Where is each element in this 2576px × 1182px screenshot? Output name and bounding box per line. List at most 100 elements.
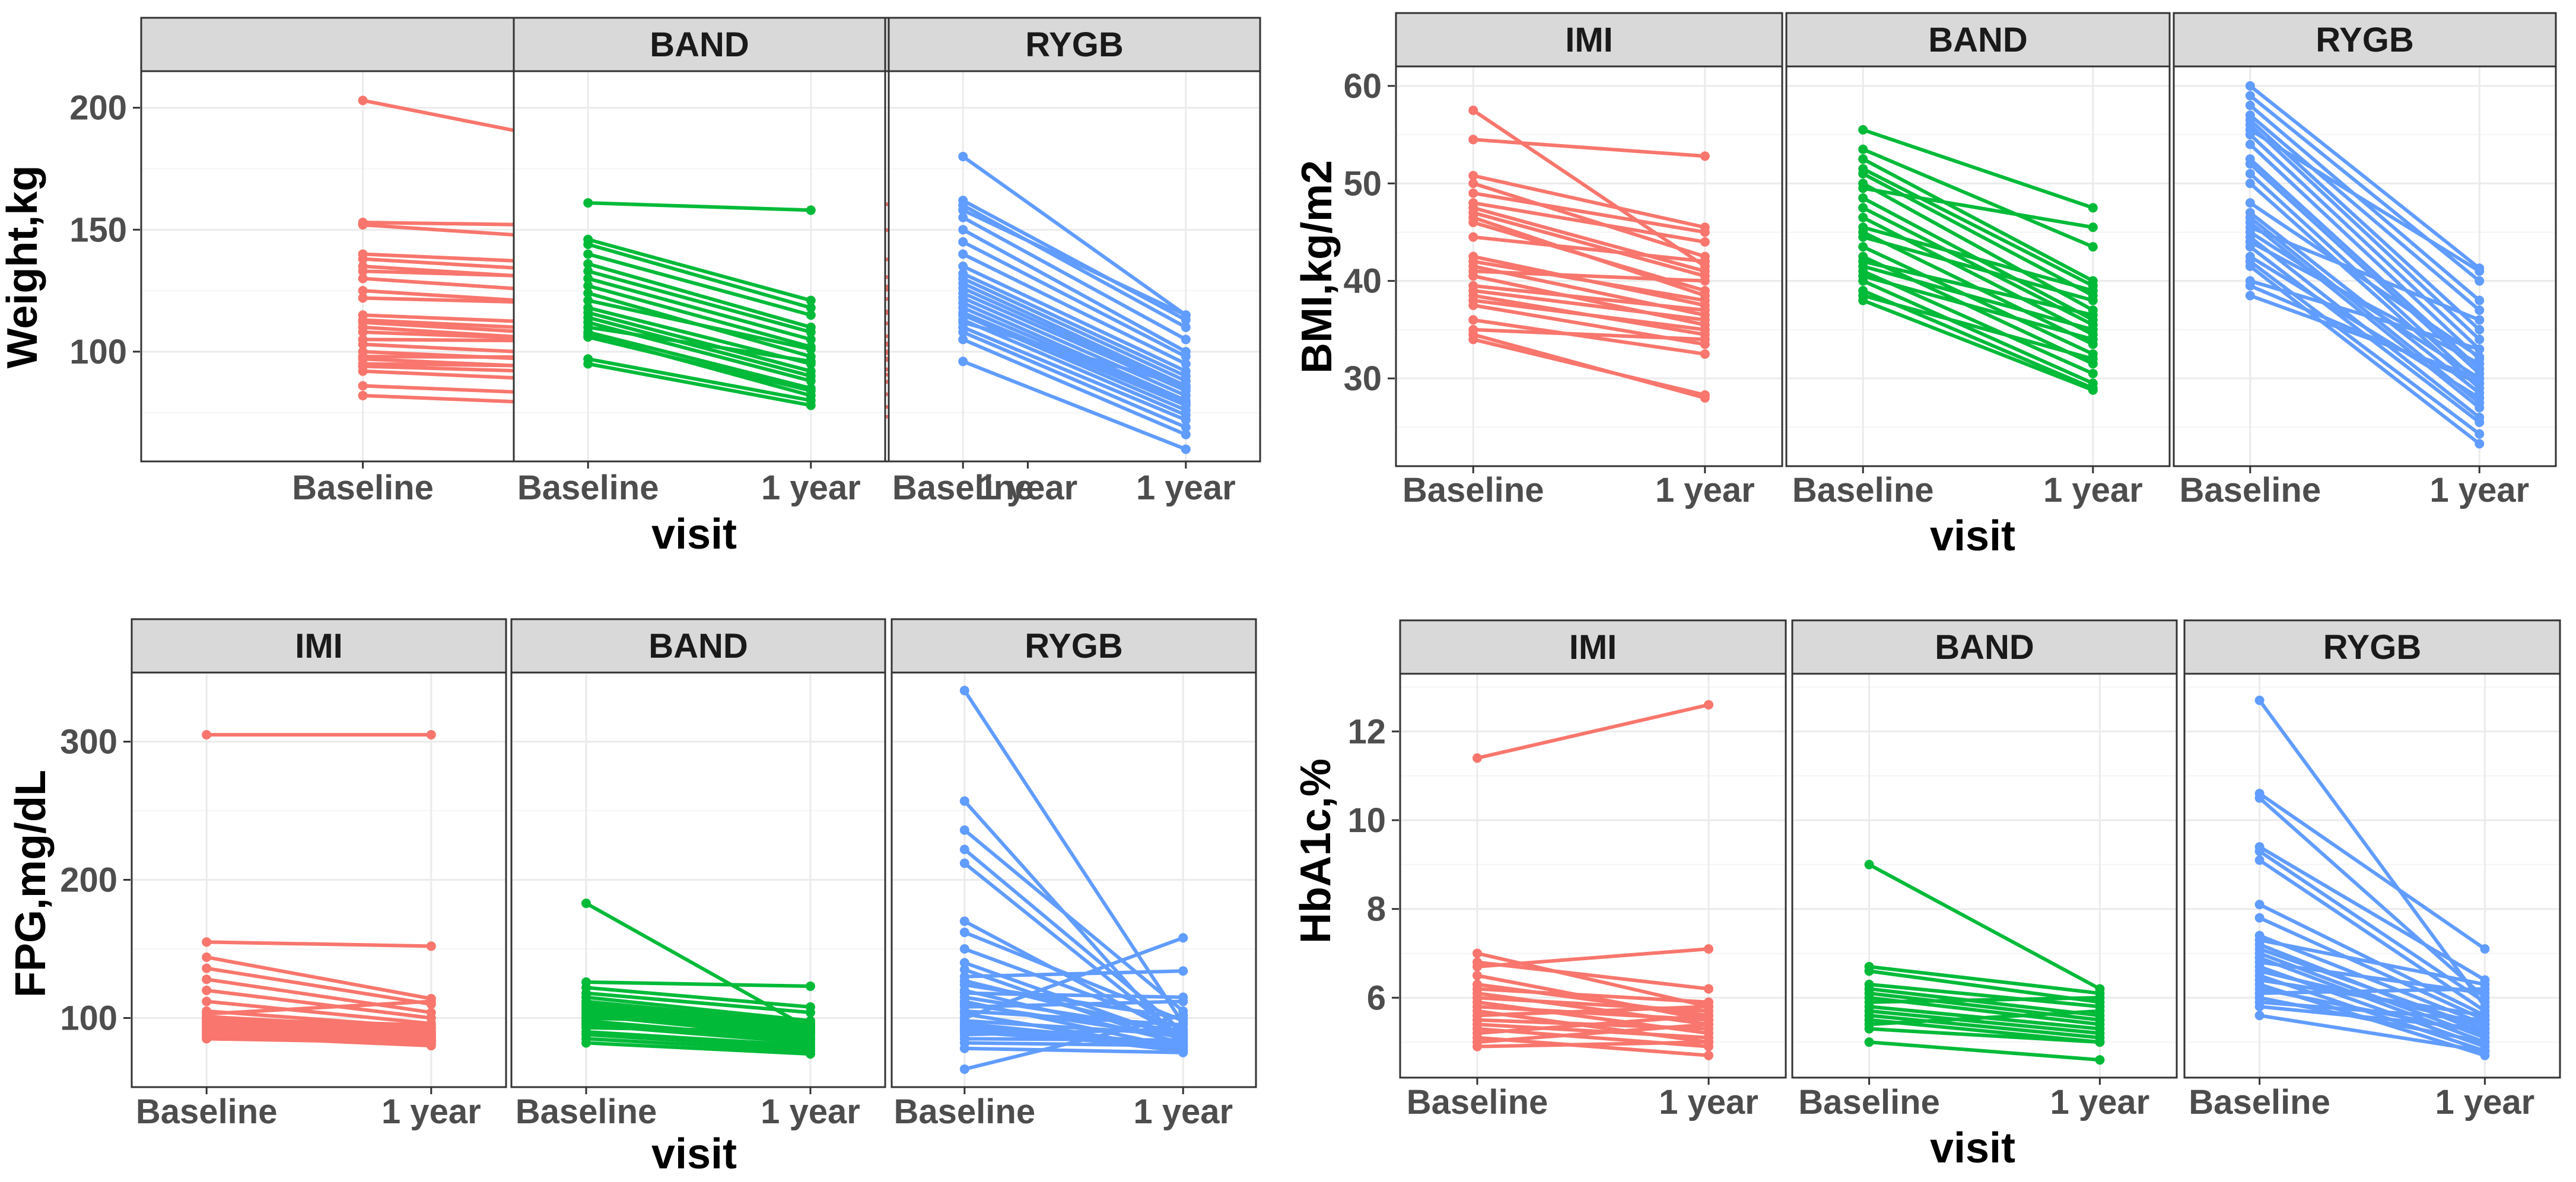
subject-line bbox=[1867, 1040, 2102, 1062]
subject-line bbox=[1471, 211, 1707, 278]
subject-line bbox=[584, 1037, 812, 1053]
subject-line bbox=[1471, 289, 1707, 322]
point-baseline bbox=[1473, 961, 1482, 971]
point-baseline bbox=[1858, 242, 1868, 252]
y-axis-title: FPG,mg/dL bbox=[7, 770, 55, 998]
subject-line bbox=[1867, 982, 2102, 1009]
point-baseline bbox=[581, 899, 591, 909]
point-baseline bbox=[583, 273, 593, 283]
point-1-year bbox=[1178, 966, 1188, 976]
point-1-year bbox=[1704, 700, 1713, 710]
point-1-year bbox=[1700, 151, 1710, 161]
point-baseline bbox=[958, 225, 968, 235]
subject-line bbox=[586, 311, 813, 373]
subject-line bbox=[2257, 845, 2487, 982]
point-1-year bbox=[2088, 310, 2098, 320]
point-baseline bbox=[958, 205, 968, 215]
x-tick-label: 1 year bbox=[381, 1092, 481, 1131]
point-1-year bbox=[1700, 227, 1710, 237]
point-baseline bbox=[1864, 966, 1874, 976]
point-1-year bbox=[2475, 344, 2485, 354]
subject-line bbox=[1861, 259, 2095, 317]
subject-line bbox=[2248, 279, 2482, 351]
subject-line bbox=[584, 986, 812, 1009]
subject-line bbox=[1471, 191, 1707, 234]
plot-background bbox=[1396, 66, 1782, 466]
subject-line bbox=[961, 272, 1188, 378]
point-baseline bbox=[1468, 188, 1478, 198]
subject-line bbox=[205, 966, 433, 1006]
x-tick-label: 1 year bbox=[2050, 1083, 2150, 1122]
y-tick-label: 8 bbox=[1367, 890, 1386, 929]
subject-line bbox=[962, 947, 1185, 1031]
point-1-year bbox=[2475, 266, 2485, 276]
point-1-year bbox=[1181, 444, 1191, 454]
subject-line bbox=[2257, 796, 2487, 1000]
y-tick-label: 100 bbox=[60, 999, 117, 1038]
point-baseline bbox=[1468, 271, 1478, 281]
point-1-year bbox=[1700, 349, 1710, 359]
point-baseline bbox=[959, 1043, 969, 1053]
point-1-year bbox=[2095, 1006, 2105, 1016]
point-baseline bbox=[202, 937, 212, 947]
point-1-year bbox=[2475, 295, 2485, 305]
point-baseline bbox=[583, 288, 593, 298]
subject-line bbox=[962, 828, 1185, 1013]
facet-label: IMI bbox=[1569, 628, 1617, 667]
subject-line bbox=[1861, 245, 2095, 356]
point-1-year bbox=[806, 1049, 815, 1059]
x-tick-label: 1 year bbox=[1655, 471, 1755, 509]
subject-line bbox=[2248, 94, 2482, 283]
subject-line bbox=[205, 999, 433, 1016]
subject-line bbox=[1861, 167, 2095, 288]
point-baseline bbox=[1468, 330, 1478, 340]
point-1-year bbox=[2480, 1015, 2490, 1025]
point-baseline bbox=[959, 845, 969, 855]
point-1-year bbox=[1704, 1002, 1713, 1012]
subject-line bbox=[961, 154, 1188, 317]
point-baseline bbox=[2245, 179, 2255, 189]
point-1-year bbox=[1181, 381, 1191, 391]
x-axis-title: visit bbox=[651, 511, 737, 558]
subject-line bbox=[962, 1019, 1185, 1037]
subject-line bbox=[586, 237, 813, 302]
subject-line bbox=[586, 333, 813, 397]
point-1-year bbox=[2475, 429, 2485, 439]
facet-strip bbox=[510, 618, 886, 674]
subject-line bbox=[961, 311, 1188, 407]
point-1-year bbox=[1178, 1041, 1188, 1051]
panel-border bbox=[510, 671, 886, 1088]
point-baseline bbox=[358, 286, 368, 296]
subject-line bbox=[2248, 240, 2482, 366]
point-baseline bbox=[1468, 218, 1478, 228]
point-baseline bbox=[2245, 198, 2255, 208]
point-baseline bbox=[583, 239, 593, 249]
panel-border bbox=[1395, 65, 1783, 467]
point-baseline bbox=[958, 356, 968, 367]
chart-2: IMI Baseline 1 year BAND Baseline 1 year RYGB B… bbox=[1293, 12, 2557, 560]
subject-line bbox=[961, 252, 1188, 366]
point-baseline bbox=[958, 237, 968, 247]
subject-line bbox=[962, 861, 1185, 1041]
point-baseline bbox=[358, 266, 368, 276]
subject-line bbox=[205, 977, 433, 1015]
point-baseline bbox=[958, 249, 968, 259]
point-1-year bbox=[426, 941, 436, 951]
subject-line bbox=[961, 330, 1188, 429]
y-tick-label: 150 bbox=[69, 211, 127, 249]
facet-label: BAND bbox=[650, 26, 749, 64]
subject-line bbox=[586, 362, 813, 407]
point-1-year bbox=[2088, 324, 2098, 334]
point-baseline bbox=[1473, 970, 1482, 980]
point-baseline bbox=[959, 928, 969, 938]
point-1-year bbox=[1700, 295, 1710, 305]
x-tick-label: 1 year bbox=[2435, 1083, 2535, 1122]
x-tick-label: Baseline bbox=[2189, 1083, 2330, 1122]
subject-line bbox=[1867, 964, 2102, 995]
subject-line bbox=[2248, 142, 2482, 361]
point-baseline bbox=[959, 796, 969, 806]
subject-line bbox=[1471, 206, 1707, 273]
subject-line bbox=[584, 1033, 812, 1050]
panel-border bbox=[2183, 673, 2561, 1079]
